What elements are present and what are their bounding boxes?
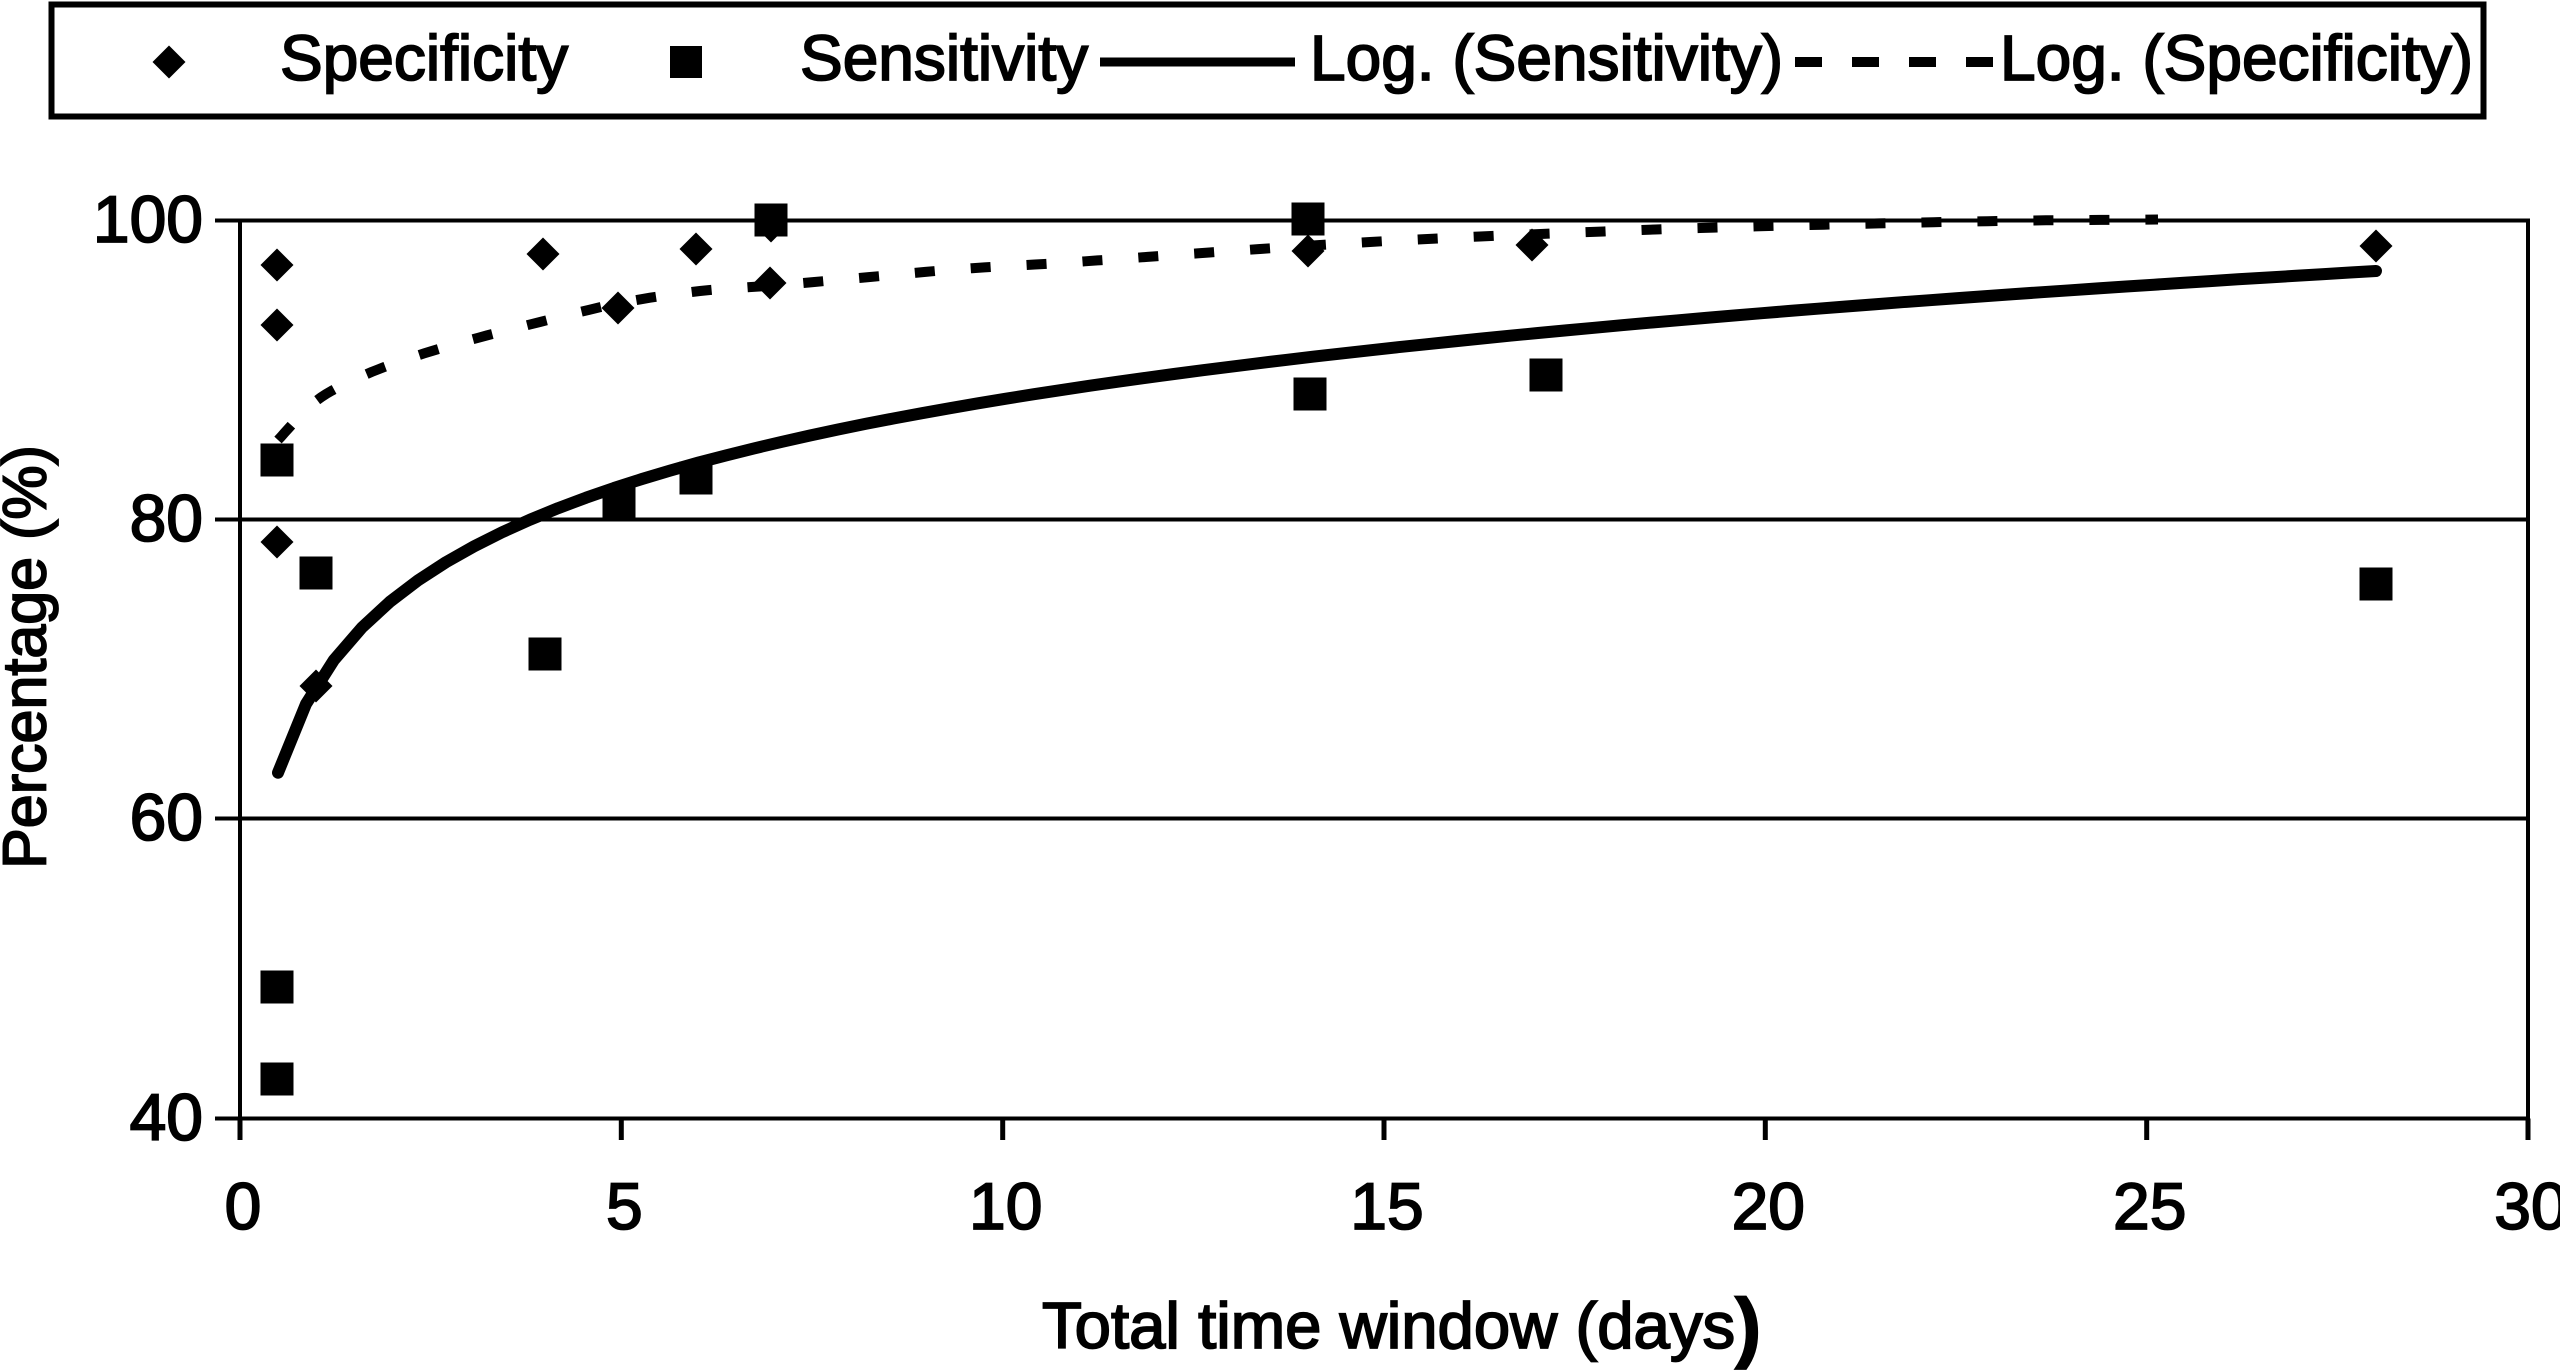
svg-text:Log. (Sensitivity): Log. (Sensitivity)	[1310, 22, 1783, 94]
svg-text:15: 15	[1350, 1169, 1423, 1243]
svg-text:Specificity: Specificity	[280, 22, 568, 94]
svg-text:20: 20	[1732, 1169, 1805, 1243]
svg-text:Percentage (%): Percentage (%)	[0, 445, 59, 869]
svg-text:60: 60	[130, 780, 203, 854]
svg-text:Log. (Specificity): Log. (Specificity)	[2000, 22, 2473, 94]
svg-text:40: 40	[130, 1080, 203, 1154]
svg-text:80: 80	[130, 481, 203, 555]
svg-text:5: 5	[606, 1169, 643, 1243]
svg-text:Total time window (days): Total time window (days)	[1042, 1282, 1761, 1370]
svg-text:0: 0	[225, 1169, 262, 1243]
svg-text:100: 100	[93, 182, 203, 256]
svg-text:25: 25	[2113, 1169, 2186, 1243]
svg-text:Sensitivity: Sensitivity	[800, 22, 1088, 94]
svg-text:10: 10	[969, 1169, 1042, 1243]
svg-text:30: 30	[2494, 1169, 2560, 1243]
